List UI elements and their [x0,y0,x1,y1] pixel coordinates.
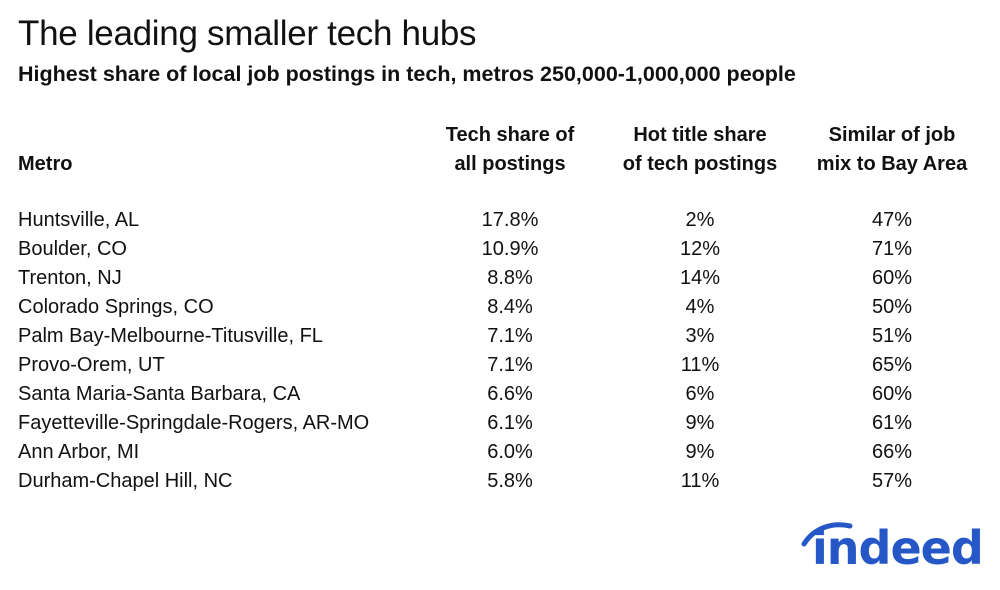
table-row: Santa Maria-Santa Barbara, CA 6.6% 6% 60… [0,380,1000,409]
hot-title-cell: 4% [685,296,715,318]
hot-title-cell: 11% [680,354,720,376]
metro-cell: Provo-Orem, UT [18,354,165,376]
hot-title-cell: 3% [685,325,715,347]
hot-title-cell: 6% [685,383,715,405]
metro-cell: Santa Maria-Santa Barbara, CA [18,383,301,405]
similar-cell: 57% [871,470,913,492]
table-body: Huntsville, AL 17.8% 2% 47% Boulder, CO … [0,206,1000,496]
tech-share-cell: 17.8% [481,209,539,231]
header-tech-share-line2: all postings [454,153,566,175]
tech-share-cell: 8.4% [487,296,533,318]
tech-share-cell: 8.8% [487,267,533,289]
similar-cell: 71% [871,238,913,260]
tech-share-cell: 5.8% [487,470,533,492]
table-row: Provo-Orem, UT 7.1% 11% 65% [0,351,1000,380]
table-row: Ann Arbor, MI 6.0% 9% 66% [0,438,1000,467]
header-hot-title: Hot title share of tech postings [605,121,795,179]
metro-cell: Durham-Chapel Hill, NC [18,470,233,492]
tech-share-cell: 6.1% [487,412,533,434]
hot-title-cell: 12% [679,238,721,260]
hot-title-cell: 14% [679,267,721,289]
header-tech-share-line1: Tech share of [445,124,575,146]
hot-title-cell: 11% [680,470,720,492]
table-row: Fayetteville-Springdale-Rogers, AR-MO 6.… [0,409,1000,438]
header-tech-share: Tech share of all postings [430,121,590,179]
similar-cell: 60% [871,383,913,405]
table-row: Palm Bay-Melbourne-Titusville, FL 7.1% 3… [0,322,1000,351]
logo-swoosh-icon [801,522,853,547]
similar-cell: 51% [871,325,913,347]
metro-cell: Colorado Springs, CO [18,296,214,318]
header-hot-title-line2: of tech postings [622,153,778,175]
hot-title-cell: 9% [685,412,715,434]
tech-share-cell: 6.6% [487,383,533,405]
header-similar: Similar of job mix to Bay Area [797,121,987,179]
header-hot-title-line1: Hot title share [633,124,767,146]
similar-cell: 50% [871,296,913,318]
table-row: Boulder, CO 10.9% 12% 71% [0,235,1000,264]
table-row: Huntsville, AL 17.8% 2% 47% [0,206,1000,235]
indeed-logo: indeed [798,520,984,580]
header-similar-line2: mix to Bay Area [816,153,968,175]
metro-cell: Fayetteville-Springdale-Rogers, AR-MO [18,412,370,434]
metro-cell: Trenton, NJ [18,267,122,289]
hot-title-cell: 2% [685,209,715,231]
tech-share-cell: 7.1% [487,325,533,347]
similar-cell: 61% [871,412,913,434]
header-similar-line1: Similar of job [828,124,956,146]
tech-share-cell: 6.0% [487,441,533,463]
tech-share-cell: 10.9% [481,238,539,260]
metro-cell: Boulder, CO [18,238,127,260]
similar-cell: 60% [871,267,913,289]
header-metro: Metro [18,153,73,175]
table-row: Colorado Springs, CO 8.4% 4% 50% [0,293,1000,322]
similar-cell: 66% [871,441,913,463]
similar-cell: 47% [871,209,913,231]
table-row: Trenton, NJ 8.8% 14% 60% [0,264,1000,293]
chart-subtitle: Highest share of local job postings in t… [18,62,796,86]
metro-cell: Huntsville, AL [18,209,140,231]
table-row: Durham-Chapel Hill, NC 5.8% 11% 57% [0,467,1000,496]
chart-title: The leading smaller tech hubs [18,14,477,53]
similar-cell: 65% [871,354,913,376]
tech-share-cell: 7.1% [487,354,533,376]
metro-cell: Palm Bay-Melbourne-Titusville, FL [18,325,323,347]
metro-cell: Ann Arbor, MI [18,441,140,463]
hot-title-cell: 9% [685,441,715,463]
logo-text: indeed [812,521,984,575]
